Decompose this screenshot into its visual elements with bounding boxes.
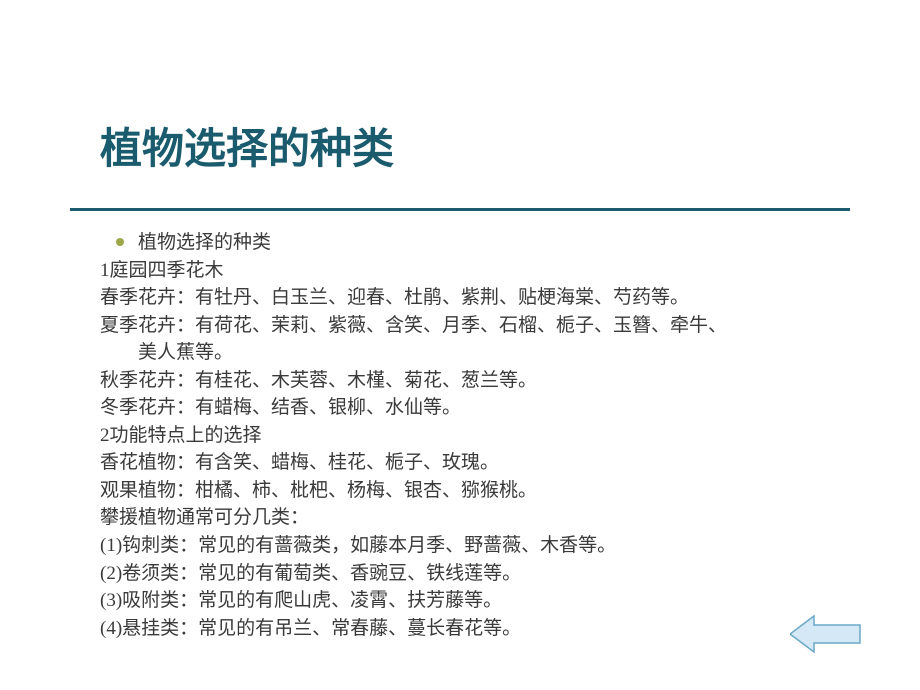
bullet-text: 植物选择的种类: [138, 229, 271, 257]
text-line: 观果植物：柑橘、柿、枇杷、杨梅、银杏、猕猴桃。: [100, 477, 850, 505]
back-arrow-button[interactable]: [790, 614, 862, 654]
text-line: (1)钩刺类：常见的有蔷薇类，如藤本月季、野蔷薇、木香等。: [100, 532, 850, 560]
slide-title: 植物选择的种类: [100, 115, 920, 176]
text-line: 秋季花卉：有桂花、木芙蓉、木槿、菊花、葱兰等。: [100, 367, 850, 395]
slide-container: 植物选择的种类 植物选择的种类 1庭园四季花木 春季花卉：有牡丹、白玉兰、迎春、…: [0, 0, 920, 690]
bullet-icon: [116, 238, 124, 246]
text-line: 夏季花卉：有荷花、茉莉、紫薇、含笑、月季、石榴、栀子、玉簪、牵牛、: [100, 312, 850, 340]
text-line-indent: 美人蕉等。: [100, 339, 850, 367]
text-line: (2)卷须类：常见的有葡萄类、香豌豆、铁线莲等。: [100, 560, 850, 588]
title-divider: [70, 208, 850, 211]
text-line: 香花植物：有含笑、蜡梅、桂花、栀子、玫瑰。: [100, 449, 850, 477]
arrow-left-icon: [790, 614, 862, 654]
bullet-item: 植物选择的种类: [100, 229, 850, 257]
text-line: 春季花卉：有牡丹、白玉兰、迎春、杜鹃、紫荆、贴梗海棠、芍药等。: [100, 284, 850, 312]
content-area: 植物选择的种类 1庭园四季花木 春季花卉：有牡丹、白玉兰、迎春、杜鹃、紫荆、贴梗…: [0, 229, 920, 642]
text-line: 攀援植物通常可分几类：: [100, 504, 850, 532]
text-line: 2功能特点上的选择: [100, 422, 850, 450]
text-line: (4)悬挂类：常见的有吊兰、常春藤、蔓长春花等。: [100, 615, 850, 643]
title-area: 植物选择的种类: [0, 0, 920, 196]
text-line: 1庭园四季花木: [100, 257, 850, 285]
text-line: (3)吸附类：常见的有爬山虎、凌霄、扶芳藤等。: [100, 587, 850, 615]
text-line: 冬季花卉：有蜡梅、结香、银柳、水仙等。: [100, 394, 850, 422]
